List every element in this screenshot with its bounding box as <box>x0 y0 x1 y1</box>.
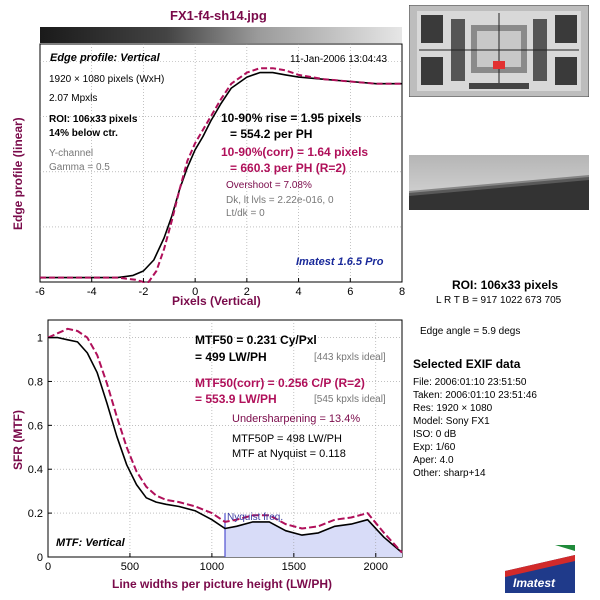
mtf50-corr-2: = 553.9 LW/PH <box>195 392 277 406</box>
edge-dk-1: Dk, lt lvls = 2.22e-016, 0 <box>226 195 334 206</box>
edge-xtick-label: -6 <box>35 286 45 298</box>
exif-5: Exp: 1/60 <box>413 442 456 453</box>
exif-title: Selected EXIF data <box>413 357 521 371</box>
edge-ticks: -6 -4 -2 0 2 4 6 8 <box>35 278 405 298</box>
exif-4: ISO: 0 dB <box>413 429 457 440</box>
mtf-xtick-label: 0 <box>45 561 51 573</box>
mtf-xtick-label: 500 <box>121 561 139 573</box>
roi-crop-image <box>409 155 589 210</box>
edge-info-0: 1920 × 1080 pixels (WxH) <box>49 74 165 85</box>
edge-rise-2: = 554.2 per PH <box>230 127 313 141</box>
edge-xtick-label: 4 <box>296 286 302 298</box>
edge-measured-line <box>40 71 402 279</box>
exif-7: Other: sharp+14 <box>413 468 486 479</box>
edge-xlabel: Pixels (Vertical) <box>172 294 261 308</box>
exif-6: Aper: 4.0 <box>413 455 454 466</box>
mtf-ytick-label: 0.2 <box>28 508 43 520</box>
edge-xtick-label: -4 <box>87 286 97 298</box>
edge-xtick-label: 0 <box>192 286 198 298</box>
edge-roi-0: ROI: 106x33 pixels <box>49 114 138 125</box>
mtf-series <box>47 327 403 554</box>
edge-ylabel: Edge profile (linear) <box>11 117 25 230</box>
edge-xtick-label: 8 <box>399 286 405 298</box>
edge-corrected-line <box>40 67 402 283</box>
mtf-chart: 0 500 1000 1500 2000 0 0.2 0.4 0.6 0.8 1 <box>28 319 403 573</box>
exif-1: Taken: 2006:01:10 23:51:46 <box>413 390 537 401</box>
mtf-ytick-label: 0 <box>37 552 43 564</box>
edge-gradient-band <box>40 27 402 43</box>
exif-0: File: 2006:01:10 23:51:50 <box>413 377 527 388</box>
mtf-ylabel: SFR (MTF) <box>11 410 25 470</box>
edge-channel-1: Gamma = 0.5 <box>49 162 110 173</box>
edge-series <box>40 67 402 283</box>
edge-date: 11-Jan-2006 13:04:43 <box>290 54 388 65</box>
mtf50-line-2: = 499 LW/PH <box>195 350 267 364</box>
mtf50p: MTF50P = 498 LW/PH <box>232 433 342 445</box>
mtf-ytick-label: 0.4 <box>28 464 43 476</box>
mtf-nyquist-fill <box>224 513 402 557</box>
edge-xtick-label: 2 <box>244 286 250 298</box>
edge-panel-title: Edge profile: Vertical <box>50 52 160 64</box>
mtf-panel-label: MTF: Vertical <box>56 537 125 549</box>
mtf-ytick-label: 0.6 <box>28 420 43 432</box>
edge-plot-frame <box>39 43 403 283</box>
mtf-xtick-label: 1500 <box>282 561 306 573</box>
mtf-at-nyquist: MTF at Nyquist = 0.118 <box>232 448 346 460</box>
mtf-ticks: 0 500 1000 1500 2000 0 0.2 0.4 0.6 0.8 1 <box>28 333 388 573</box>
edge-angle: Edge angle = 5.9 degs <box>420 326 521 337</box>
edge-grid <box>40 44 402 282</box>
test-chart-thumbnail <box>409 5 589 97</box>
mtf50-line-1: MTF50 = 0.231 Cy/Pxl <box>195 333 317 347</box>
mtf-grid <box>48 320 402 557</box>
edge-dk-2: Lt/dk = 0 <box>226 208 265 219</box>
mtf-ytick-label: 0.8 <box>28 376 43 388</box>
edge-xtick-label: -2 <box>139 286 149 298</box>
imatest-logo <box>505 545 575 593</box>
edge-xtick-label: 6 <box>347 286 353 298</box>
exif-2: Res: 1920 × 1080 <box>413 403 493 414</box>
mtf50-corr-1: MTF50(corr) = 0.256 C/P (R=2) <box>195 376 365 390</box>
mtf-xlabel: Line widths per picture height (LW/PH) <box>112 577 333 591</box>
file-title: FX1-f4-sh14.jpg <box>170 8 267 23</box>
mtf-xtick-label: 2000 <box>364 561 388 573</box>
edge-rise-1: 10-90% rise = 1.95 pixels <box>221 111 362 125</box>
roi-title: ROI: 106x33 pixels <box>452 278 559 292</box>
edge-corr-1: 10-90%(corr) = 1.64 pixels <box>221 145 369 159</box>
imatest-version: Imatest 1.6.5 Pro <box>296 256 384 268</box>
mtf-xtick-label: 1000 <box>200 561 224 573</box>
mtf-fill-area <box>225 519 402 557</box>
mtf-corrected-line <box>47 327 403 554</box>
edge-info-1: 2.07 Mpxls <box>49 93 98 104</box>
edge-corr-2: = 660.3 per PH (R=2) <box>230 161 347 175</box>
edge-roi-1: 14% below ctr. <box>49 128 118 139</box>
nyquist-label: Nyquist freq. <box>227 512 284 523</box>
mtf-ytick-label: 1 <box>37 333 43 345</box>
edge-overshoot: Overshoot = 7.08% <box>226 180 312 191</box>
undersharpening: Undersharpening = 13.4% <box>232 413 361 425</box>
mtf50-ideal: [443 kpxls ideal] <box>314 352 386 363</box>
exif-3: Model: Sony FX1 <box>413 416 490 427</box>
edge-channel-0: Y-channel <box>49 148 94 159</box>
mtf50-corr-ideal: [545 kpxls ideal] <box>314 394 386 405</box>
imatest-logo-text: Imatest <box>513 576 556 590</box>
mtf-measured-line <box>48 336 403 554</box>
edge-profile-chart: -6 -4 -2 0 2 4 6 8 <box>35 27 405 298</box>
roi-coords: L R T B = 917 1022 673 705 <box>436 295 562 306</box>
